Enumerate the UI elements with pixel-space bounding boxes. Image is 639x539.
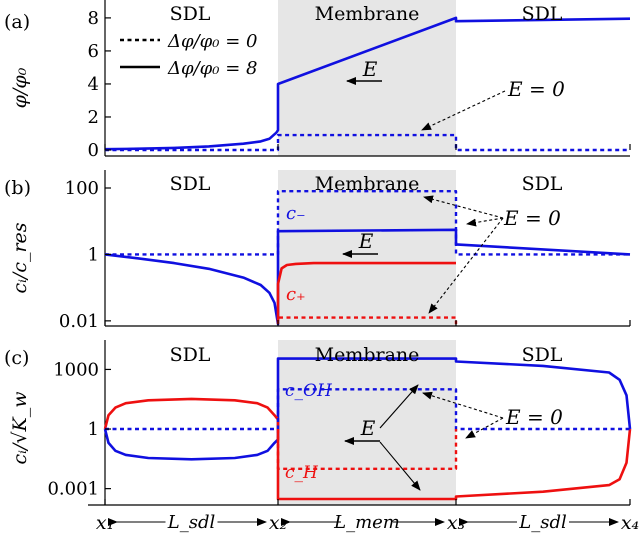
region-label-sdl-left: SDL xyxy=(170,3,211,25)
plot-lines xyxy=(104,16,631,152)
legend-dashed-label: Δφ/φ₀ = 0 xyxy=(167,31,257,52)
x-span-label: L_sdl xyxy=(518,512,567,533)
legend-solid-label: Δφ/φ₀ = 8 xyxy=(167,58,257,79)
y-tick-label: 8 xyxy=(88,8,99,29)
x-span-label-bg xyxy=(341,510,393,532)
y-tick-label: 1000 xyxy=(53,359,99,380)
series-line-0-0-dashed xyxy=(105,133,630,152)
x-boundary-label: x₄ xyxy=(621,512,639,534)
region-label-sdl-right: SDL xyxy=(522,344,563,366)
panel-label: (c) xyxy=(4,347,29,369)
y-axis-label: cᵢ/√K_w xyxy=(9,392,31,465)
field-label-e: E xyxy=(362,57,378,81)
x-boundary-label: x₃ xyxy=(447,512,465,534)
e-zero-pointer xyxy=(422,391,504,419)
panel-a: 0 2 4 6 8 (a) φ/φ₀ SDL Membrane SDL Δφ/φ₀ = … xyxy=(4,0,631,161)
series-label-c-plus: c₊ xyxy=(286,284,306,305)
y-tick-label: 0 xyxy=(88,140,99,161)
e-zero-pointer xyxy=(466,217,504,227)
x-span-label: L_mem xyxy=(333,512,400,533)
bottom-axis: x₁ L_sdl x₂ L_mem x₃ L_sdl x₄ xyxy=(96,510,639,534)
series-label-c-minus: c₋ xyxy=(286,203,306,224)
series-label-c-h: c_H xyxy=(285,463,319,483)
series-line-c-h-e-0-dashed xyxy=(276,429,458,470)
e-zero-pointer xyxy=(421,90,506,131)
y-tick-label: 6 xyxy=(88,41,99,62)
x-span-label-bg xyxy=(517,510,569,532)
region-label-membrane: Membrane xyxy=(315,3,420,25)
e-zero-pointer xyxy=(423,195,504,219)
panel-label: (b) xyxy=(4,177,31,199)
y-tick-label: 1 xyxy=(88,419,99,440)
y-tick-label: 4 xyxy=(88,74,99,95)
series-line-c-oh xyxy=(103,357,632,461)
y-tick-label: 1 xyxy=(88,244,99,265)
field-pointer-c-h xyxy=(379,441,421,491)
region-label-sdl-right: SDL xyxy=(522,3,563,25)
region-label-membrane: Membrane xyxy=(315,173,420,195)
ticks: 0.01 1 100 xyxy=(59,178,631,332)
region-label-sdl-left: SDL xyxy=(170,344,211,366)
series-line-c-oh-e-0-dashed xyxy=(105,388,630,431)
ticks: 0.001 1 1000 xyxy=(47,359,631,505)
series-label-c-oh: c_OH xyxy=(285,381,333,401)
x-span-label-bg xyxy=(165,510,218,532)
region-label-sdl-left: SDL xyxy=(170,173,211,195)
x-boundary-label: x₂ xyxy=(269,512,287,534)
field-label-e: E xyxy=(360,416,376,440)
y-axis-label: φ/φ₀ xyxy=(9,67,31,108)
plot-lines xyxy=(103,357,632,501)
panel-label: (a) xyxy=(4,11,30,33)
field-pointer-c-oh xyxy=(379,384,419,429)
region-label-membrane: Membrane xyxy=(315,344,420,366)
series-line-0-8 xyxy=(104,16,631,151)
x-ticks: x₁ L_sdl x₂ L_mem x₃ L_sdl x₄ xyxy=(96,510,639,534)
y-tick-label: 0.001 xyxy=(47,479,99,500)
field-label-e: E xyxy=(358,229,374,253)
e-zero-label: E = 0 xyxy=(505,405,563,429)
y-axis-label: cᵢ/c_res xyxy=(9,222,31,293)
x-span-label: L_sdl xyxy=(167,512,216,533)
e-zero-label: E = 0 xyxy=(503,206,561,230)
x-boundary-label: x₁ xyxy=(96,512,114,534)
y-tick-label: 0.01 xyxy=(59,311,99,332)
e-zero-pointer xyxy=(465,417,504,439)
e-zero-pointer xyxy=(428,217,504,314)
y-tick-label: 2 xyxy=(88,107,99,128)
series-line-c-e-0-dashed xyxy=(105,190,630,256)
series-line-c-h xyxy=(103,397,632,501)
membrane-region xyxy=(278,340,456,505)
ticks: 0 2 4 6 8 xyxy=(88,8,631,161)
e-zero-label: E = 0 xyxy=(507,77,565,101)
y-tick-label: 100 xyxy=(65,178,99,199)
region-label-sdl-right: SDL xyxy=(522,173,563,195)
series-line-c xyxy=(276,261,456,321)
panel-b: 0.01 1 100 (b) cᵢ/c_res SDL Membrane SDL c… xyxy=(4,170,631,332)
